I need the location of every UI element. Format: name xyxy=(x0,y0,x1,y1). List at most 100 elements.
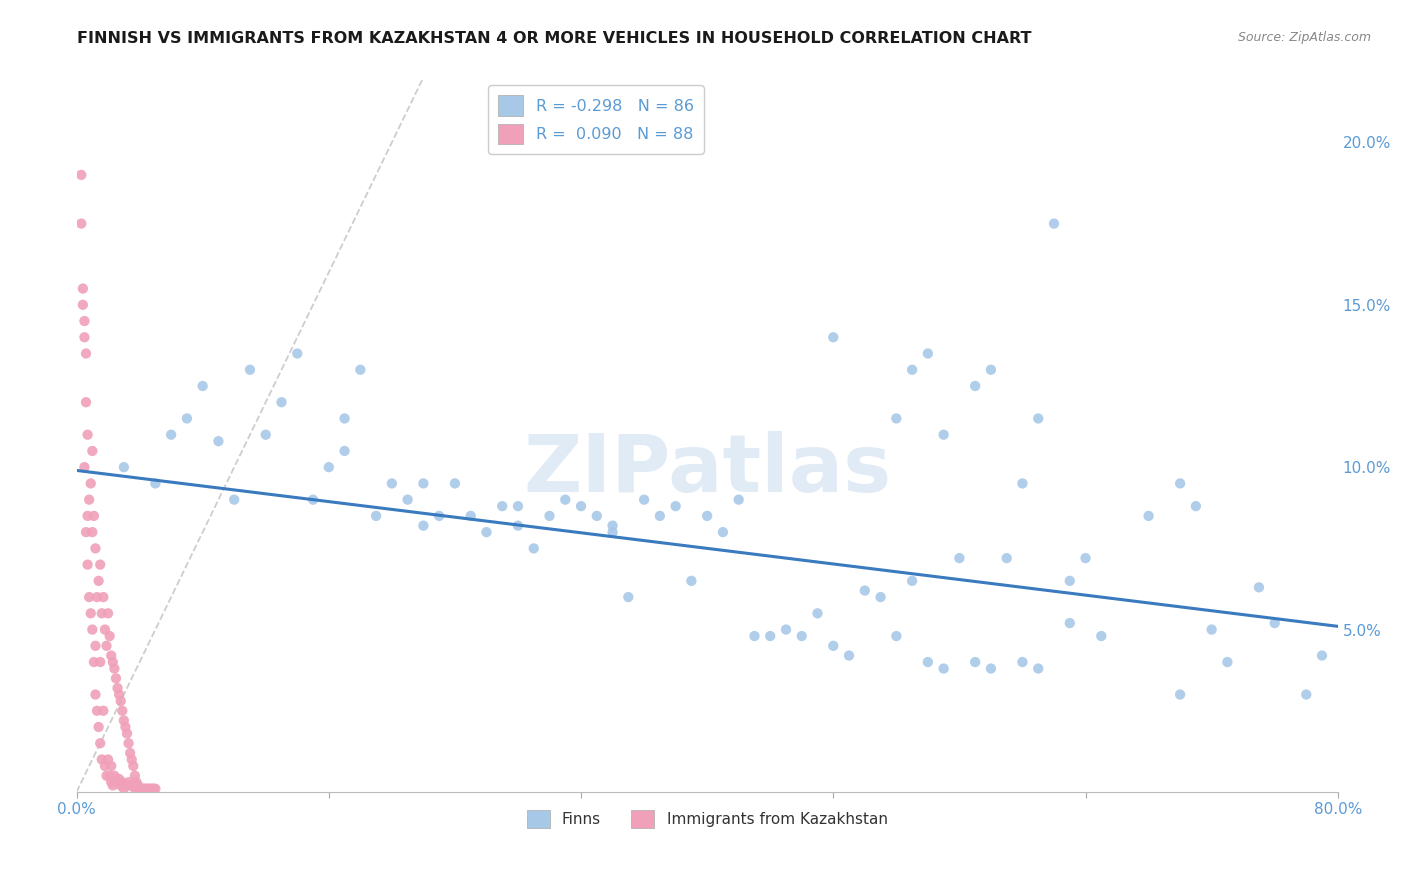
Point xyxy=(75,346,97,360)
Point xyxy=(101,779,124,793)
Point xyxy=(121,779,143,793)
Point xyxy=(96,769,118,783)
Point xyxy=(86,590,108,604)
Point xyxy=(108,772,131,786)
Point xyxy=(1185,499,1208,513)
Point xyxy=(114,720,136,734)
Point xyxy=(121,752,143,766)
Point xyxy=(965,655,987,669)
Point xyxy=(585,508,607,523)
Point xyxy=(72,298,94,312)
Point xyxy=(207,434,229,449)
Point xyxy=(90,752,112,766)
Point xyxy=(89,655,111,669)
Point xyxy=(76,508,98,523)
Point xyxy=(1137,508,1160,523)
Point xyxy=(77,492,100,507)
Point xyxy=(89,558,111,572)
Point xyxy=(104,671,127,685)
Point xyxy=(110,779,132,793)
Point xyxy=(901,574,924,588)
Point xyxy=(901,363,924,377)
Point xyxy=(711,525,734,540)
Point xyxy=(142,781,165,796)
Point xyxy=(141,781,163,796)
Point xyxy=(506,518,529,533)
Point xyxy=(129,781,152,796)
Point xyxy=(917,346,939,360)
Point xyxy=(948,551,970,566)
Point xyxy=(93,704,115,718)
Point xyxy=(444,476,467,491)
Point xyxy=(806,607,828,621)
Point xyxy=(98,769,121,783)
Point xyxy=(886,629,908,643)
Point xyxy=(932,661,955,675)
Point xyxy=(73,460,96,475)
Point xyxy=(602,525,624,540)
Text: Source: ZipAtlas.com: Source: ZipAtlas.com xyxy=(1237,31,1371,45)
Point xyxy=(1011,655,1033,669)
Point xyxy=(980,363,1002,377)
Point xyxy=(101,655,124,669)
Point xyxy=(86,704,108,718)
Point xyxy=(87,574,110,588)
Point xyxy=(112,781,135,796)
Point xyxy=(995,551,1018,566)
Point xyxy=(665,499,688,513)
Point xyxy=(475,525,498,540)
Point xyxy=(124,781,146,796)
Point xyxy=(103,769,125,783)
Point xyxy=(349,363,371,377)
Point xyxy=(427,508,450,523)
Point xyxy=(633,492,655,507)
Point xyxy=(128,781,150,796)
Point xyxy=(83,655,105,669)
Point xyxy=(1168,476,1191,491)
Point xyxy=(1201,623,1223,637)
Point xyxy=(96,639,118,653)
Point xyxy=(460,508,482,523)
Point xyxy=(285,346,308,360)
Point xyxy=(97,607,120,621)
Text: FINNISH VS IMMIGRANTS FROM KAZAKHSTAN 4 OR MORE VEHICLES IN HOUSEHOLD CORRELATIO: FINNISH VS IMMIGRANTS FROM KAZAKHSTAN 4 … xyxy=(77,31,1032,46)
Point xyxy=(270,395,292,409)
Point xyxy=(1247,580,1270,594)
Point xyxy=(932,427,955,442)
Point xyxy=(160,427,183,442)
Point xyxy=(254,427,277,442)
Point xyxy=(1026,411,1049,425)
Point xyxy=(853,583,876,598)
Point xyxy=(73,330,96,344)
Point xyxy=(838,648,860,663)
Point xyxy=(84,639,107,653)
Point xyxy=(569,499,592,513)
Point xyxy=(108,688,131,702)
Point xyxy=(1074,551,1097,566)
Point xyxy=(823,330,845,344)
Point xyxy=(100,648,122,663)
Point xyxy=(1295,688,1317,702)
Point xyxy=(90,607,112,621)
Point xyxy=(107,681,129,695)
Point xyxy=(538,508,561,523)
Point xyxy=(139,781,162,796)
Point xyxy=(124,769,146,783)
Point xyxy=(83,508,105,523)
Point xyxy=(93,590,115,604)
Point xyxy=(1168,688,1191,702)
Point xyxy=(412,476,434,491)
Point xyxy=(112,714,135,728)
Point xyxy=(224,492,246,507)
Point xyxy=(1043,217,1066,231)
Point xyxy=(333,411,356,425)
Point xyxy=(759,629,782,643)
Point xyxy=(506,499,529,513)
Point xyxy=(97,752,120,766)
Point xyxy=(886,411,908,425)
Point xyxy=(70,217,93,231)
Point xyxy=(82,444,104,458)
Point xyxy=(744,629,766,643)
Point xyxy=(82,623,104,637)
Point xyxy=(318,460,340,475)
